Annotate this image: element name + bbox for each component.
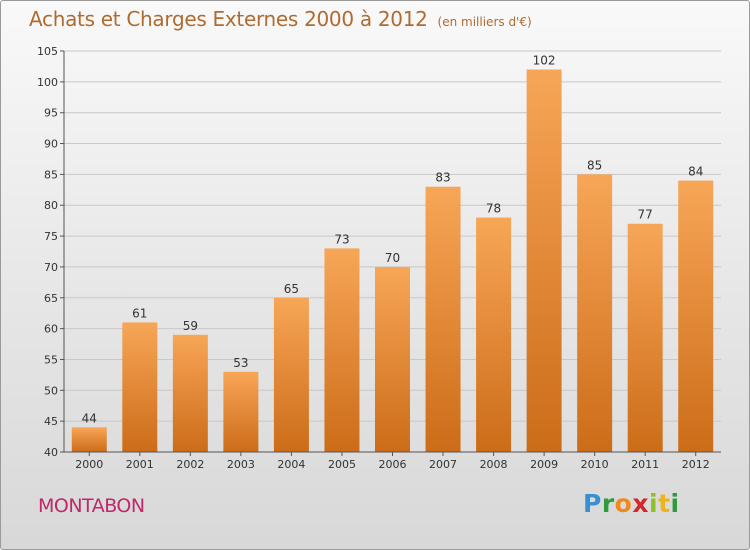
data-label: 53 xyxy=(233,356,248,370)
chart-title-block: Achats et Charges Externes 2000 à 2012 (e… xyxy=(29,7,532,31)
bar xyxy=(172,334,208,452)
x-tick-label: 2001 xyxy=(126,458,154,471)
data-label: 59 xyxy=(183,319,198,333)
x-tick-label: 2009 xyxy=(530,458,558,471)
x-tick-label: 2003 xyxy=(227,458,255,471)
bar xyxy=(273,297,309,452)
chart-unit: (en milliers d'€) xyxy=(437,15,532,29)
bar xyxy=(122,322,158,452)
x-tick-label: 2010 xyxy=(581,458,609,471)
x-tick-label: 2000 xyxy=(75,458,103,471)
chart-title: Achats et Charges Externes 2000 à 2012 xyxy=(29,7,428,31)
x-tick-label: 2004 xyxy=(277,458,305,471)
y-tick-label: 60 xyxy=(44,323,58,336)
y-tick-label: 40 xyxy=(44,446,58,459)
axes: 40 45 50 55 60 65 70 75 80 85 90 95 100 105 2000 2001 20… xyxy=(37,45,721,471)
x-tick-label: 2008 xyxy=(480,458,508,471)
data-label: 61 xyxy=(132,306,147,320)
y-tick-label: 95 xyxy=(44,107,58,120)
bar xyxy=(476,217,512,452)
bar xyxy=(526,69,562,452)
bar xyxy=(324,248,360,452)
y-tick-label: 70 xyxy=(44,261,58,274)
bar xyxy=(577,174,613,452)
x-tick-label: 2007 xyxy=(429,458,457,471)
bar xyxy=(71,427,107,452)
bar xyxy=(425,186,461,452)
y-tick-label: 85 xyxy=(44,168,58,181)
data-label: 78 xyxy=(486,202,501,216)
x-tick-label: 2012 xyxy=(682,458,710,471)
proxiti-logo: Proxiti xyxy=(583,489,680,518)
data-label: 84 xyxy=(688,165,703,179)
data-label: 83 xyxy=(435,171,450,185)
data-label: 85 xyxy=(587,158,602,172)
data-label: 73 xyxy=(334,232,349,246)
bar xyxy=(678,180,714,453)
data-label: 65 xyxy=(284,282,299,296)
y-tick-label: 80 xyxy=(44,199,58,212)
y-tick-label: 105 xyxy=(37,45,58,58)
y-tick-label: 55 xyxy=(44,353,58,366)
bar xyxy=(375,266,410,452)
data-label: 44 xyxy=(82,411,97,425)
y-tick-label: 100 xyxy=(37,76,58,89)
bar xyxy=(223,371,259,452)
y-tick-label: 45 xyxy=(44,415,58,428)
bar xyxy=(627,223,663,452)
data-label: 70 xyxy=(385,251,400,265)
x-tick-label: 2011 xyxy=(631,458,659,471)
y-tick-label: 65 xyxy=(44,292,58,305)
data-label: 102 xyxy=(533,54,556,68)
y-tick-label: 90 xyxy=(44,138,58,151)
y-tick-label: 75 xyxy=(44,230,58,243)
bars: 44 61 59 53 65 73 70 83 78 102 85 77 84 xyxy=(71,54,714,453)
x-tick-label: 2005 xyxy=(328,458,356,471)
x-tick-label: 2006 xyxy=(379,458,407,471)
y-tick-label: 50 xyxy=(44,384,58,397)
town-name: MONTABON xyxy=(38,495,145,517)
data-label: 77 xyxy=(638,208,653,222)
x-tick-label: 2002 xyxy=(176,458,204,471)
